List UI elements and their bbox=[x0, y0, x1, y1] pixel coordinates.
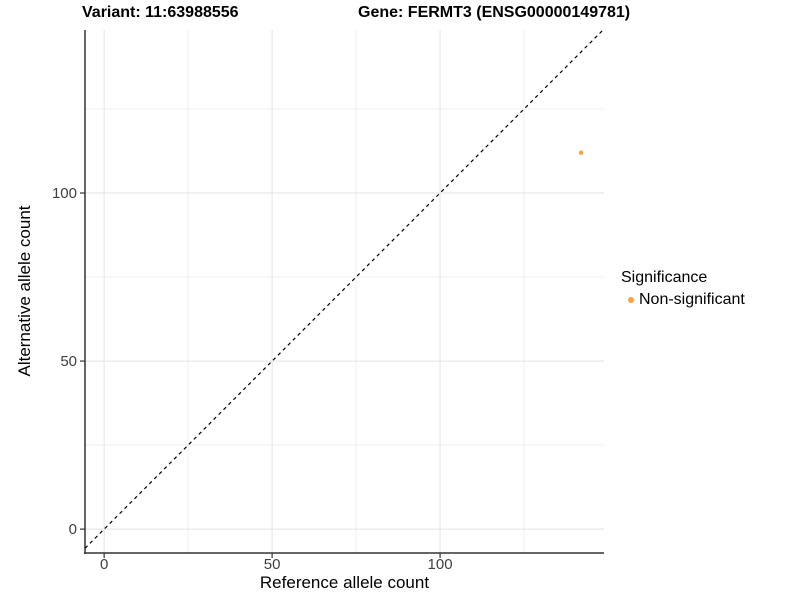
variant-title: Variant: 11:63988556 bbox=[82, 4, 239, 21]
non-significant-point-icon bbox=[628, 296, 634, 303]
data-point bbox=[578, 150, 584, 155]
legend-item-non-significant: Non-significant bbox=[621, 290, 745, 309]
identity-dashed-line bbox=[84, 29, 604, 549]
y-tick-label: 100 bbox=[52, 185, 77, 202]
x-tick-label: 100 bbox=[428, 556, 453, 573]
y-tick-label: 50 bbox=[60, 353, 77, 370]
gene-title: Gene: FERMT3 (ENSG00000149781) bbox=[358, 4, 631, 21]
legend-title: Significance bbox=[621, 269, 708, 286]
y-axis-title: Alternative allele count bbox=[15, 205, 34, 377]
y-tick-label: 0 bbox=[69, 521, 77, 538]
legend: Significance Non-significant bbox=[621, 268, 745, 309]
x-tick-label: 50 bbox=[264, 556, 281, 573]
x-tick-label: 0 bbox=[100, 556, 108, 573]
x-axis-title: Reference allele count bbox=[259, 573, 430, 592]
legend-item-label: Non-significant bbox=[639, 291, 745, 308]
